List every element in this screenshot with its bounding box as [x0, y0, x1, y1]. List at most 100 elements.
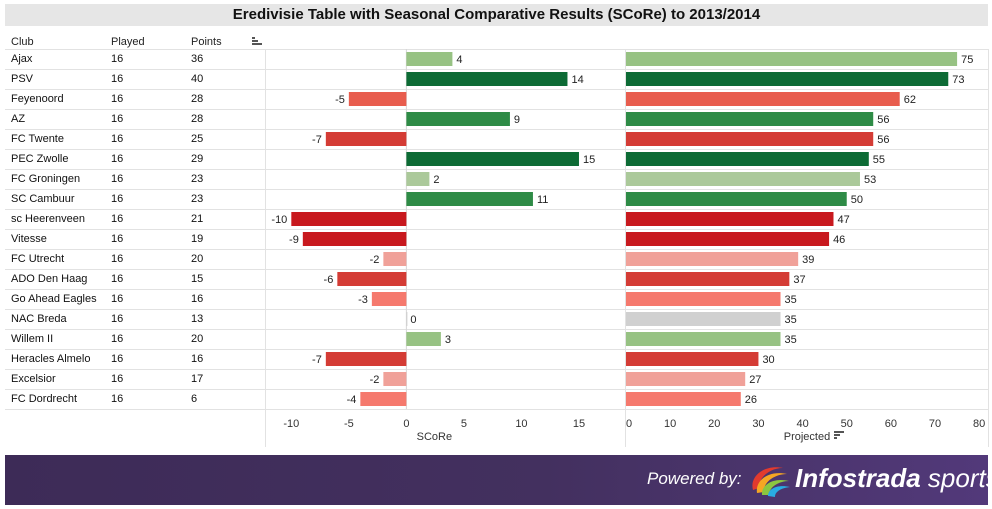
x-tick-label: 40: [796, 418, 808, 430]
column-header-club[interactable]: Club: [11, 36, 34, 48]
x-tick-label: 80: [973, 418, 985, 430]
score-bar: [325, 352, 407, 366]
column-header-points[interactable]: Points: [191, 36, 222, 48]
table-cell-played: 16: [111, 293, 124, 305]
table-cell-played: 16: [111, 213, 124, 225]
table-cell-played: 16: [111, 153, 124, 165]
table-cell-played: 16: [111, 73, 124, 85]
table-cell-points: 6: [191, 393, 198, 405]
projected-bar: [626, 112, 874, 126]
chart-title: Eredivisie Table with Seasonal Comparati…: [232, 6, 761, 23]
table-cell-club: FC Dordrecht: [11, 393, 78, 405]
projected-sort-icon[interactable]: [834, 431, 844, 440]
score-data-label: 0: [410, 314, 416, 326]
score-data-label: -9: [289, 234, 299, 246]
table-cell-points: 16: [191, 353, 204, 365]
table-cell-club: Go Ahead Eagles: [11, 293, 97, 305]
projected-data-label: 27: [749, 374, 761, 386]
score-data-label: 9: [514, 114, 520, 126]
table-cell-points: 17: [191, 373, 204, 385]
score-bar: [337, 272, 407, 286]
score-data-label: -5: [335, 94, 345, 106]
projected-data-label: 39: [802, 254, 814, 266]
table-cell-club: SC Cambuur: [11, 193, 75, 205]
score-bar: [406, 72, 568, 86]
powered-by-label: Powered by:: [647, 469, 742, 488]
score-bar: [406, 332, 441, 346]
score-data-label: -2: [370, 254, 380, 266]
projected-data-label: 53: [864, 174, 876, 186]
projected-bar: [626, 152, 869, 166]
score-data-label: 14: [571, 74, 583, 86]
projected-bar: [626, 192, 847, 206]
score-bar: [406, 52, 453, 66]
projected-bar: [626, 52, 958, 66]
projected-bar: [626, 272, 790, 286]
x-tick-label: 10: [515, 418, 527, 430]
table-cell-points: 20: [191, 333, 204, 345]
score-data-label: 15: [583, 154, 595, 166]
table-cell-club: FC Utrecht: [11, 253, 65, 265]
x-tick-label: 60: [885, 418, 897, 430]
table-cell-played: 16: [111, 133, 124, 145]
score-bar: [406, 152, 579, 166]
score-data-label: -10: [271, 214, 287, 226]
table-cell-points: 28: [191, 113, 204, 125]
projected-data-label: 56: [877, 134, 889, 146]
projected-bar: [626, 312, 781, 326]
score-bar: [406, 172, 430, 186]
footer-banner: Powered by: Infostrada sports: [5, 455, 992, 505]
projected-bar: [626, 212, 834, 226]
score-bar: [325, 132, 407, 146]
score-bar: [406, 112, 510, 126]
table-cell-club: sc Heerenveen: [11, 213, 85, 225]
brand-bold: Infostrada: [795, 463, 921, 493]
table-cell-club: PEC Zwolle: [11, 153, 69, 165]
projected-bar: [626, 172, 860, 186]
table-cell-club: Ajax: [11, 53, 33, 65]
brand-name: Infostrada sports: [795, 463, 992, 494]
score-bar: [371, 292, 407, 306]
table-cell-played: 16: [111, 313, 124, 325]
table-cell-club: Heracles Almelo: [11, 353, 91, 365]
projected-bar: [626, 372, 746, 386]
table-cell-points: 21: [191, 213, 204, 225]
table-cell-points: 29: [191, 153, 204, 165]
table-cell-club: FC Groningen: [11, 173, 81, 185]
projected-bar: [626, 252, 799, 266]
projected-data-label: 35: [785, 334, 797, 346]
table-cell-club: Feyenoord: [11, 93, 64, 105]
projected-data-label: 35: [785, 294, 797, 306]
projected-data-label: 62: [904, 94, 916, 106]
projected-data-label: 35: [785, 314, 797, 326]
score-bar: [360, 392, 407, 406]
projected-data-label: 50: [851, 194, 863, 206]
chart-title-bar: Eredivisie Table with Seasonal Comparati…: [5, 4, 988, 26]
table-cell-club: ADO Den Haag: [11, 273, 88, 285]
score-data-label: -3: [358, 294, 368, 306]
score-bar: [302, 232, 407, 246]
table-cell-played: 16: [111, 53, 124, 65]
projected-bar: [626, 232, 830, 246]
score-data-label: -7: [312, 354, 322, 366]
sort-icon[interactable]: [252, 37, 262, 46]
score-data-label: -6: [324, 274, 334, 286]
x-tick-label: 70: [929, 418, 941, 430]
table-cell-points: 25: [191, 133, 204, 145]
projected-bar: [626, 352, 759, 366]
score-data-label: 4: [456, 54, 462, 66]
score-bar: [406, 312, 408, 326]
x-tick-label: 20: [708, 418, 720, 430]
table-cell-played: 16: [111, 253, 124, 265]
x-axis-title: Projected: [784, 431, 830, 443]
table-cell-played: 16: [111, 333, 124, 345]
projected-data-label: 73: [952, 74, 964, 86]
score-bar: [383, 252, 407, 266]
table-cell-points: 28: [191, 93, 204, 105]
table-cell-played: 16: [111, 373, 124, 385]
projected-bar: [626, 92, 900, 106]
score-data-label: 11: [537, 194, 548, 206]
column-header-played[interactable]: Played: [111, 36, 145, 48]
score-data-label: 2: [433, 174, 439, 186]
